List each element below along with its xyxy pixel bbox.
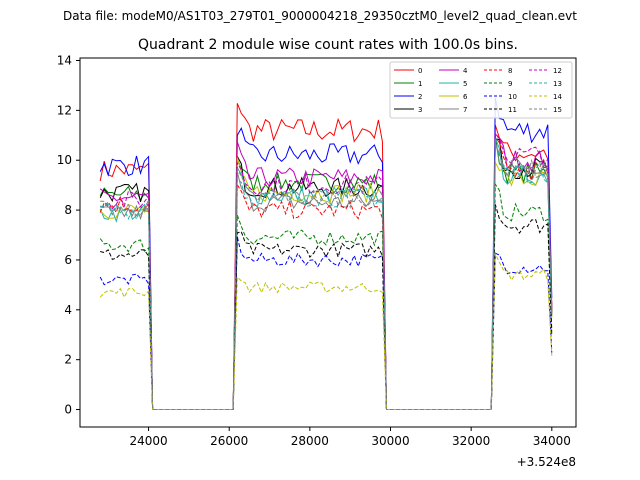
legend-label-5: 5 (463, 80, 467, 88)
series-line-12 (100, 131, 553, 410)
x-offset-label: +3.524e8 (517, 455, 576, 469)
y-tick-label: 14 (57, 53, 72, 67)
legend-label-11: 11 (508, 106, 517, 114)
legend-label-13: 13 (553, 80, 562, 88)
legend-label-15: 15 (553, 106, 562, 114)
x-tick-label: 30000 (371, 434, 409, 448)
series-line-1 (99, 135, 553, 410)
axes-frame (79, 57, 577, 428)
legend-box (389, 61, 573, 119)
series-line-14 (99, 253, 553, 410)
series-line-8 (99, 135, 553, 410)
x-tick-label: 26000 (210, 434, 248, 448)
legend-label-0: 0 (418, 67, 422, 75)
y-tick-label: 12 (57, 103, 72, 117)
y-tick-label: 2 (64, 353, 72, 367)
series-line-0 (99, 103, 553, 410)
series-line-13 (100, 143, 553, 410)
series-line-11 (100, 204, 553, 410)
x-tick-label: 32000 (452, 434, 490, 448)
legend-label-6: 6 (463, 93, 468, 101)
legend-label-14: 14 (553, 93, 562, 101)
legend-label-3: 3 (418, 106, 422, 114)
legend-label-12: 12 (553, 67, 562, 75)
legend-label-9: 9 (508, 80, 512, 88)
series-line-7 (100, 143, 553, 410)
legend-label-8: 8 (508, 67, 512, 75)
legend-label-4: 4 (463, 67, 468, 75)
y-tick-label: 4 (64, 303, 72, 317)
x-tick-label: 34000 (533, 434, 571, 448)
y-axis: 0 2 4 6 8 10 12 14 (57, 53, 80, 417)
legend-label-2: 2 (418, 93, 422, 101)
series-line-10 (99, 236, 553, 410)
y-tick-label: 10 (57, 153, 72, 167)
series-line-4 (99, 132, 553, 410)
y-tick-label: 6 (64, 253, 72, 267)
chart-title: Quadrant 2 module wise count rates with … (138, 37, 518, 53)
x-axis: 24000 26000 28000 30000 32000 34000 (129, 427, 571, 448)
series-line-9 (99, 182, 553, 410)
series-line-2 (99, 98, 553, 410)
x-tick-label: 28000 (291, 434, 329, 448)
series-line-3 (99, 138, 553, 410)
chart-suptitle: Data file: modeM0/AS1T03_279T01_90000042… (63, 9, 577, 23)
y-tick-label: 8 (64, 203, 72, 217)
plot-lines (99, 98, 553, 410)
legend-label-1: 1 (418, 80, 422, 88)
x-tick-label: 24000 (129, 434, 167, 448)
legend-label-7: 7 (463, 106, 467, 114)
legend-label-10: 10 (508, 93, 517, 101)
series-line-15 (100, 138, 553, 410)
y-tick-label: 0 (64, 403, 72, 417)
